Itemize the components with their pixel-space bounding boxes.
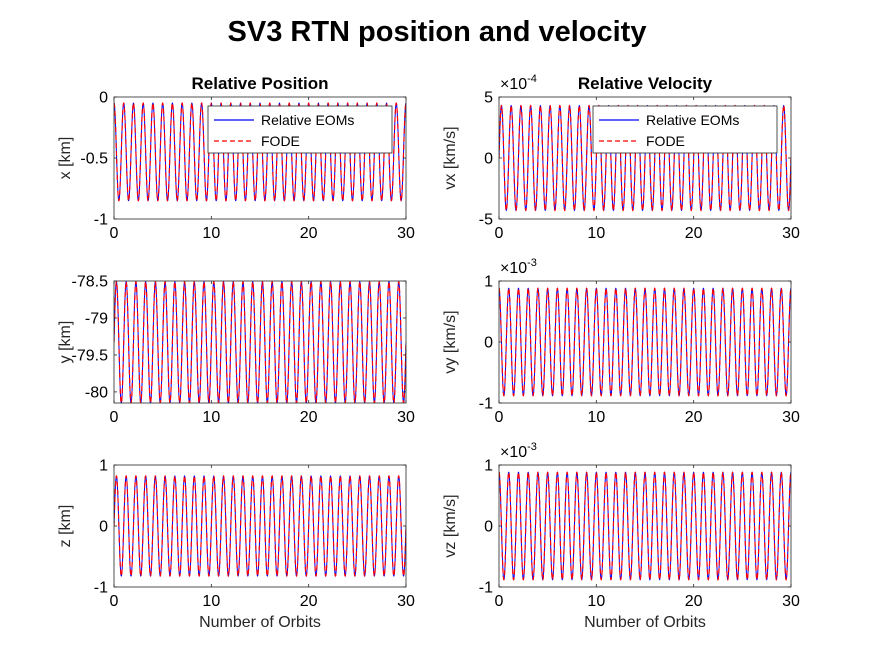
y-axis-label: x [km]: [57, 137, 74, 180]
x-tick-label: 30: [782, 225, 800, 242]
series-line-fode: [499, 287, 791, 397]
axes-background: [499, 281, 791, 403]
y-axis-label: z [km]: [57, 505, 74, 548]
subplot-x: 0 10 20 30 -1 -0.5 0 x [km] Relative Position Rel…: [57, 74, 415, 242]
series-line-fode: [114, 475, 406, 577]
y-tick-label: -79.5: [72, 347, 109, 364]
series-line-fode: [114, 102, 406, 202]
x-tick-label: 10: [202, 593, 220, 610]
axes-title: Relative Position: [192, 74, 329, 93]
x-tick-label: 0: [110, 409, 119, 426]
x-tick-label: 20: [300, 593, 318, 610]
series-line-fode: [114, 281, 406, 403]
y-tick-label: -5: [479, 212, 493, 229]
x-tick-label: 0: [495, 225, 504, 242]
series-group: [114, 102, 406, 202]
y-tick-label: -1: [94, 212, 108, 229]
x-tick-label: 20: [685, 225, 703, 242]
x-axis-label: Number of Orbits: [199, 614, 321, 631]
series-group: [114, 475, 406, 577]
y-tick-label: -1: [479, 580, 493, 597]
x-tick-label: 10: [202, 225, 220, 242]
x-tick-label: 30: [397, 225, 415, 242]
x-tick-label: 20: [300, 409, 318, 426]
x-tick-label: 0: [110, 593, 119, 610]
y-tick-label: -78.5: [72, 274, 109, 291]
subplot-y: 0 10 20 30 -80 -79.5 -79 -78.5 y [km]: [57, 274, 415, 427]
x-tick-label: 30: [782, 409, 800, 426]
y-tick-label: 0: [99, 519, 108, 536]
legend-label: Relative EOMs: [261, 112, 354, 128]
legend-box: [592, 105, 778, 154]
y-exponent-label: ×10-4: [500, 73, 537, 93]
y-exponent-label: ×10-3: [500, 257, 537, 277]
y-tick-label: -0.5: [80, 151, 108, 168]
x-tick-label: 20: [300, 225, 318, 242]
legend: Relative EOMs FODE: [207, 105, 393, 154]
x-tick-label: 0: [110, 225, 119, 242]
x-tick-label: 10: [202, 409, 220, 426]
series-line-fode: [499, 104, 791, 212]
y-tick-label: 5: [484, 90, 493, 107]
y-tick-label: 0: [99, 90, 108, 107]
x-tick-label: 20: [685, 409, 703, 426]
y-tick-label: 0: [484, 335, 493, 352]
series-group: [499, 287, 791, 397]
x-tick-label: 0: [495, 409, 504, 426]
legend-label: FODE: [261, 133, 300, 149]
axes-title: Relative Velocity: [578, 74, 713, 93]
x-axis-label: Number of Orbits: [584, 614, 706, 631]
y-tick-label: -79: [85, 310, 108, 327]
y-tick-label: 0: [484, 151, 493, 168]
y-tick-label: -1: [479, 396, 493, 413]
y-tick-label: -1: [94, 580, 108, 597]
x-tick-label: 30: [397, 409, 415, 426]
x-tick-label: 10: [587, 225, 605, 242]
y-axis-label: vx [km/s]: [442, 126, 459, 189]
legend-box: [207, 105, 393, 154]
x-tick-label: 10: [587, 593, 605, 610]
series-group: [499, 471, 791, 581]
y-tick-label: 1: [484, 274, 493, 291]
y-tick-label: 0: [484, 519, 493, 536]
series-group: [499, 104, 791, 212]
x-tick-label: 10: [587, 409, 605, 426]
legend-label: Relative EOMs: [646, 112, 739, 128]
subplot-grid: 0 10 20 30-1-0.50x [km]Relative PositionRel…: [57, 73, 800, 631]
legend: Relative EOMs FODE: [592, 105, 778, 154]
y-axis-label: y [km]: [57, 321, 74, 364]
series-group: [114, 281, 406, 403]
y-tick-label: -80: [85, 384, 108, 401]
x-tick-label: 20: [685, 593, 703, 610]
x-tick-label: 0: [495, 593, 504, 610]
axes-frame: [113, 280, 407, 404]
y-axis-label: vy [km/s]: [442, 310, 459, 373]
y-axis-label: vz [km/s]: [442, 494, 459, 557]
y-tick-label: 1: [484, 458, 493, 475]
x-tick-label: 30: [397, 593, 415, 610]
x-tick-label: 30: [782, 593, 800, 610]
y-exponent-label: ×10-3: [500, 441, 537, 461]
figure-title: SV3 RTN position and velocity: [228, 16, 647, 48]
y-tick-label: 1: [99, 458, 108, 475]
axes-background: [499, 465, 791, 587]
series-line-fode: [499, 471, 791, 581]
legend-label: FODE: [646, 133, 685, 149]
